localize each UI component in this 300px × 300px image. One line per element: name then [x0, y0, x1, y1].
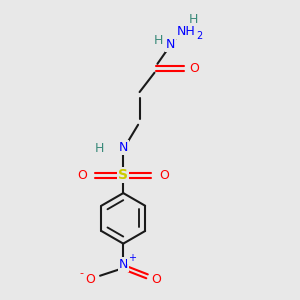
Text: O: O: [159, 169, 169, 182]
Text: S: S: [118, 168, 128, 182]
Text: -: -: [80, 268, 84, 278]
Text: H: H: [188, 13, 198, 26]
Text: 2: 2: [196, 31, 202, 40]
Text: N: N: [118, 258, 128, 271]
Text: O: O: [85, 273, 95, 286]
Text: NH: NH: [176, 25, 195, 38]
Text: O: O: [190, 62, 200, 75]
Text: N: N: [118, 140, 128, 154]
Text: H: H: [95, 142, 104, 155]
Text: H: H: [154, 34, 164, 46]
Text: +: +: [128, 253, 136, 263]
Text: O: O: [152, 273, 161, 286]
Text: O: O: [77, 169, 87, 182]
Text: N: N: [166, 38, 176, 51]
